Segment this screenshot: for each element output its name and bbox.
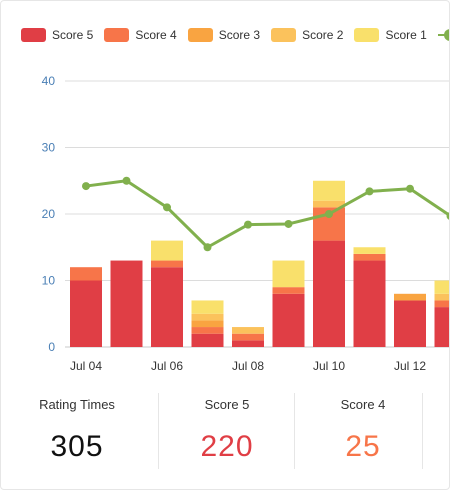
legend-swatch-score-3 bbox=[187, 28, 213, 42]
line-point bbox=[82, 182, 90, 191]
x-tick-label: Jul 08 bbox=[232, 359, 264, 373]
line-series bbox=[85, 179, 449, 249]
bar-segment-score-5 bbox=[151, 267, 183, 347]
y-tick-label: 20 bbox=[42, 207, 56, 221]
stat-label-score-5: Score 5 bbox=[204, 397, 250, 412]
legend-label-score-1: Score 1 bbox=[385, 28, 427, 42]
legend-line-icon bbox=[437, 28, 449, 42]
legend-label-score-2: Score 2 bbox=[302, 28, 344, 42]
bar-segment-score-5 bbox=[70, 280, 102, 347]
stat-score-5: Score 5 220 bbox=[159, 393, 295, 469]
legend-swatch-score-4 bbox=[104, 28, 130, 42]
legend-swatch-score-1 bbox=[354, 28, 380, 42]
bar-segment-score-4 bbox=[272, 287, 305, 294]
line-point bbox=[122, 176, 131, 185]
line-point bbox=[365, 187, 374, 196]
bar-segment-score-2 bbox=[232, 327, 264, 334]
line-point bbox=[446, 212, 449, 220]
stat-label-score-4: Score 4 bbox=[340, 397, 386, 412]
stats-row: Rating Times 305 Score 5 220 Score 4 25 bbox=[1, 393, 449, 489]
legend-swatch-score-5 bbox=[21, 28, 46, 42]
bar-segment-score-4 bbox=[151, 260, 183, 268]
stat-value-rating-times: 305 bbox=[50, 430, 104, 463]
y-tick-label: 30 bbox=[42, 141, 56, 155]
bar-segment-score-2 bbox=[313, 200, 345, 208]
line-point bbox=[406, 184, 414, 193]
bar-segment-score-4 bbox=[191, 327, 224, 334]
y-tick-label: 40 bbox=[42, 74, 56, 88]
bar-segment-score-1 bbox=[272, 260, 305, 288]
stat-divider bbox=[422, 393, 423, 469]
legend-item-score-2[interactable]: Score 2 bbox=[271, 28, 343, 42]
line-point bbox=[203, 243, 212, 252]
legend-label-score-3: Score 3 bbox=[218, 28, 261, 42]
legend-item-line-series[interactable] bbox=[437, 28, 449, 42]
legend-item-score-3[interactable]: Score 3 bbox=[187, 28, 261, 42]
line-point bbox=[284, 219, 293, 228]
bar-segment-score-4 bbox=[353, 253, 386, 261]
legend-item-score-4[interactable]: Score 4 bbox=[104, 28, 177, 42]
bar-segment-score-2 bbox=[191, 313, 224, 321]
x-tick-label: Jul 10 bbox=[313, 359, 345, 373]
stat-divider bbox=[294, 393, 295, 469]
x-tick-label: Jul 06 bbox=[151, 359, 183, 373]
bar-segment-score-1 bbox=[151, 240, 183, 261]
stat-label-rating-times: Rating Times bbox=[39, 397, 115, 412]
y-tick-label: 10 bbox=[42, 274, 56, 288]
bar-segment-score-5 bbox=[353, 260, 386, 347]
bar-segment-score-5 bbox=[232, 340, 264, 347]
line-point bbox=[325, 210, 333, 218]
legend-item-score-1[interactable]: Score 1 bbox=[354, 28, 427, 42]
bar-segment-score-5 bbox=[394, 300, 426, 347]
line-point bbox=[163, 203, 171, 212]
bar-segment-score-4 bbox=[70, 267, 102, 281]
line-point bbox=[244, 220, 252, 229]
stacked-bar-line-chart: 0 10 20 30 40 Jul 04 Jul 06 Jul 08 Jul 10 Jul 12 bbox=[42, 74, 449, 373]
chart-legend: Score 5 Score 4 Score 3 Score 2 Score 1 bbox=[21, 27, 449, 43]
bar-segment-score-5 bbox=[434, 307, 449, 347]
stat-value-score-4: 25 bbox=[345, 430, 381, 463]
bar-segment-score-3 bbox=[191, 320, 224, 328]
stat-score-4: Score 4 25 bbox=[295, 393, 431, 469]
bar-segment-score-1 bbox=[191, 300, 224, 314]
legend-label-score-4: Score 4 bbox=[135, 28, 177, 42]
bar-segment-score-5 bbox=[272, 293, 305, 347]
bar-segment-score-4 bbox=[434, 300, 449, 308]
legend-item-score-5[interactable]: Score 5 bbox=[21, 28, 93, 42]
bar-segment-score-5 bbox=[191, 333, 224, 347]
legend-label-score-5: Score 5 bbox=[52, 28, 94, 42]
bar-segment-score-1 bbox=[353, 247, 386, 254]
bar-segment-score-2 bbox=[434, 293, 449, 301]
stat-divider bbox=[158, 393, 159, 469]
bar-segment-score-3 bbox=[394, 293, 426, 301]
bar-segment-score-5 bbox=[313, 240, 345, 347]
stat-rating-times: Rating Times 305 bbox=[9, 393, 145, 469]
x-tick-label: Jul 04 bbox=[70, 359, 102, 373]
x-tick-label: Jul 12 bbox=[394, 359, 426, 373]
legend-swatch-score-2 bbox=[271, 28, 297, 42]
bar-segment-score-4 bbox=[232, 333, 264, 341]
bar-segment-score-1 bbox=[434, 280, 449, 294]
bar-segment-score-5 bbox=[110, 260, 143, 347]
stat-value-score-5: 220 bbox=[200, 430, 254, 463]
bar-segment-score-1 bbox=[313, 180, 345, 201]
y-tick-label: 0 bbox=[48, 340, 55, 354]
